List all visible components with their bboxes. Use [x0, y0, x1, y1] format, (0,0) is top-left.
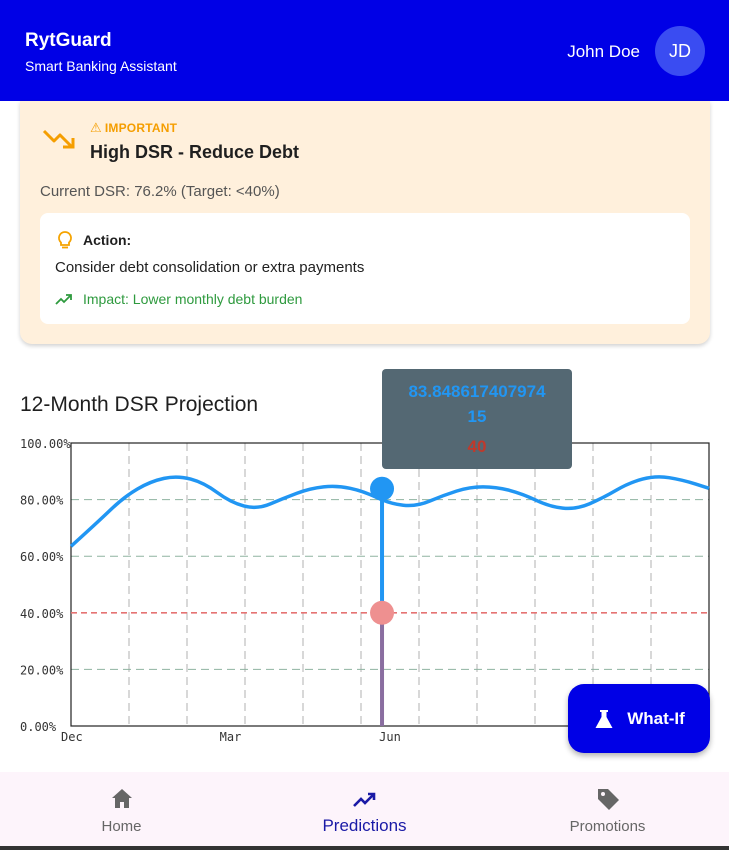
- x-tick-label: Jun: [379, 730, 401, 744]
- x-tick-label: Dec: [61, 730, 83, 744]
- y-tick-label: 0.00%: [20, 720, 57, 734]
- x-tick-label: Mar: [220, 730, 242, 744]
- y-tick-label: 100.00%: [20, 437, 71, 451]
- user-name: John Doe: [567, 42, 640, 61]
- y-tick-label: 40.00%: [20, 607, 64, 621]
- system-gesture-bar: [0, 846, 729, 850]
- nav-label-promotions: Promotions: [569, 818, 646, 835]
- app-title: RytGuard: [25, 30, 112, 51]
- warning-icon: ⚠: [90, 120, 102, 135]
- action-text: Consider debt consolidation or extra pay…: [55, 259, 365, 276]
- app-subtitle: Smart Banking Assistant: [25, 58, 177, 74]
- nav-label-predictions: Predictions: [322, 816, 407, 835]
- importance-badge: ⚠ IMPORTANT: [90, 120, 177, 136]
- nav-label-home: Home: [101, 818, 142, 835]
- impact-text: Impact: Lower monthly debt burden: [83, 291, 303, 307]
- y-tick-label: 60.00%: [20, 550, 64, 564]
- alert-title: High DSR - Reduce Debt: [90, 142, 300, 162]
- nav-item-home[interactable]: Home: [0, 772, 243, 846]
- nav-item-promotions[interactable]: Promotions: [486, 772, 729, 846]
- y-tick-label: 80.00%: [20, 494, 64, 508]
- action-box: Action: Consider debt consolidation or e…: [40, 213, 690, 324]
- highlight-target-point: [370, 600, 395, 625]
- chart-title: 12-Month DSR Projection: [20, 393, 259, 416]
- what-if-button[interactable]: What-If: [568, 684, 710, 753]
- dsr-series-line: [69, 475, 710, 548]
- tooltip-value: 83.848617407974: [408, 382, 546, 401]
- chart-tooltip: 83.848617407974 15 40: [382, 369, 572, 469]
- tooltip-value-cont: 15: [467, 407, 487, 426]
- lightbulb-icon: [58, 231, 72, 249]
- bottom-navigation: Home Predictions Promotions: [0, 772, 729, 846]
- dsr-alert-card: ⚠ IMPORTANT High DSR - Reduce Debt Curre…: [20, 101, 710, 344]
- home-icon: [111, 789, 132, 808]
- tag-icon: [597, 789, 619, 810]
- what-if-label: What-If: [627, 708, 685, 728]
- y-tick-label: 20.00%: [20, 663, 64, 677]
- badge-label: IMPORTANT: [104, 121, 178, 135]
- avatar[interactable]: JD: [655, 26, 705, 76]
- flask-icon: [595, 709, 613, 728]
- trending-up-icon: [55, 294, 72, 305]
- dsr-projection-chart[interactable]: 0.00% 20.00% 40.00% 60.00% 80.00% 100.00% Dec M…: [0, 360, 729, 750]
- current-dsr-text: Current DSR: 76.2% (Target: <40%): [40, 183, 280, 200]
- trending-up-icon: [352, 792, 375, 807]
- highlight-value-point: [370, 476, 395, 501]
- app-header: RytGuard Smart Banking Assistant John Do…: [0, 0, 729, 101]
- action-label: Action:: [83, 232, 132, 248]
- nav-item-predictions[interactable]: Predictions: [243, 772, 486, 846]
- trending-down-icon: [42, 129, 75, 149]
- tooltip-target: 40: [467, 437, 487, 456]
